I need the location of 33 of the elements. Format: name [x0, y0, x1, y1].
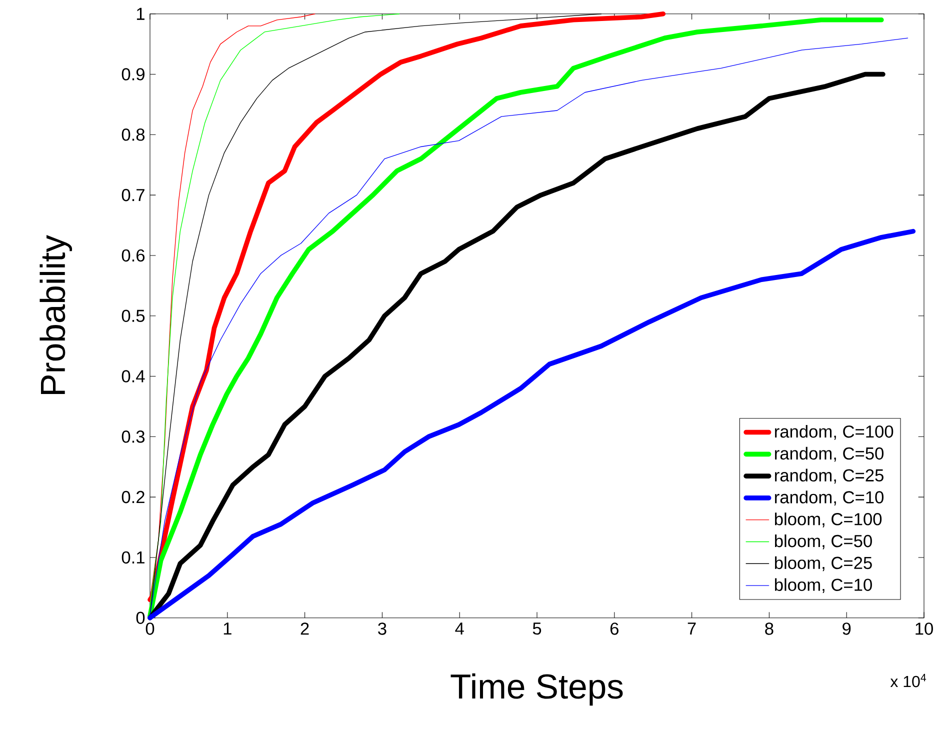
- y-tick-label: 0.7: [122, 188, 144, 202]
- x-tick-label: 2: [300, 622, 309, 635]
- y-tick-label: 0.9: [122, 68, 144, 80]
- legend-label: bloom, C=10: [774, 578, 872, 593]
- y-tick-label: 0.5: [122, 310, 145, 322]
- y-tick-label: 0.1: [122, 551, 144, 564]
- x-axis-title: Time Steps: [450, 673, 623, 706]
- legend-label: bloom, C=25: [774, 556, 872, 571]
- x-tick-label: 7: [688, 622, 696, 634]
- x-tick-label: 1: [224, 622, 232, 634]
- legend-label: bloom, C=50: [774, 534, 872, 550]
- x-tick-label: 10: [916, 622, 933, 635]
- legend-label: random, C=100: [775, 424, 894, 440]
- legend-label: bloom, C=100: [774, 512, 882, 528]
- text: x 10$^{4}$: [890, 674, 926, 688]
- x-tick-label: 8: [765, 622, 774, 635]
- x-tick-label: 4: [455, 622, 464, 634]
- y-tick-label: 0.3: [122, 430, 145, 443]
- y-tick-label: 1: [136, 8, 144, 20]
- legend-label: random, C=50: [775, 446, 884, 462]
- y-tick-label: 0.8: [122, 128, 145, 141]
- legend-label: random, C=25: [775, 468, 884, 484]
- x-tick-label: 0: [146, 622, 154, 635]
- x-tick-label: 5: [532, 622, 542, 635]
- y-tick-label: 0: [136, 612, 145, 624]
- x-tick-label: 6: [610, 622, 618, 635]
- y-tick-label: 0.2: [122, 490, 144, 504]
- x-tick-label: 9: [842, 622, 851, 635]
- x-tick-label: 3: [378, 622, 386, 635]
- y-axis-title: Probability: [40, 234, 72, 394]
- legend-label: random, C=10: [775, 490, 884, 506]
- y-tick-label: 0.4: [122, 370, 145, 382]
- y-tick-label: 0.6: [122, 249, 145, 262]
